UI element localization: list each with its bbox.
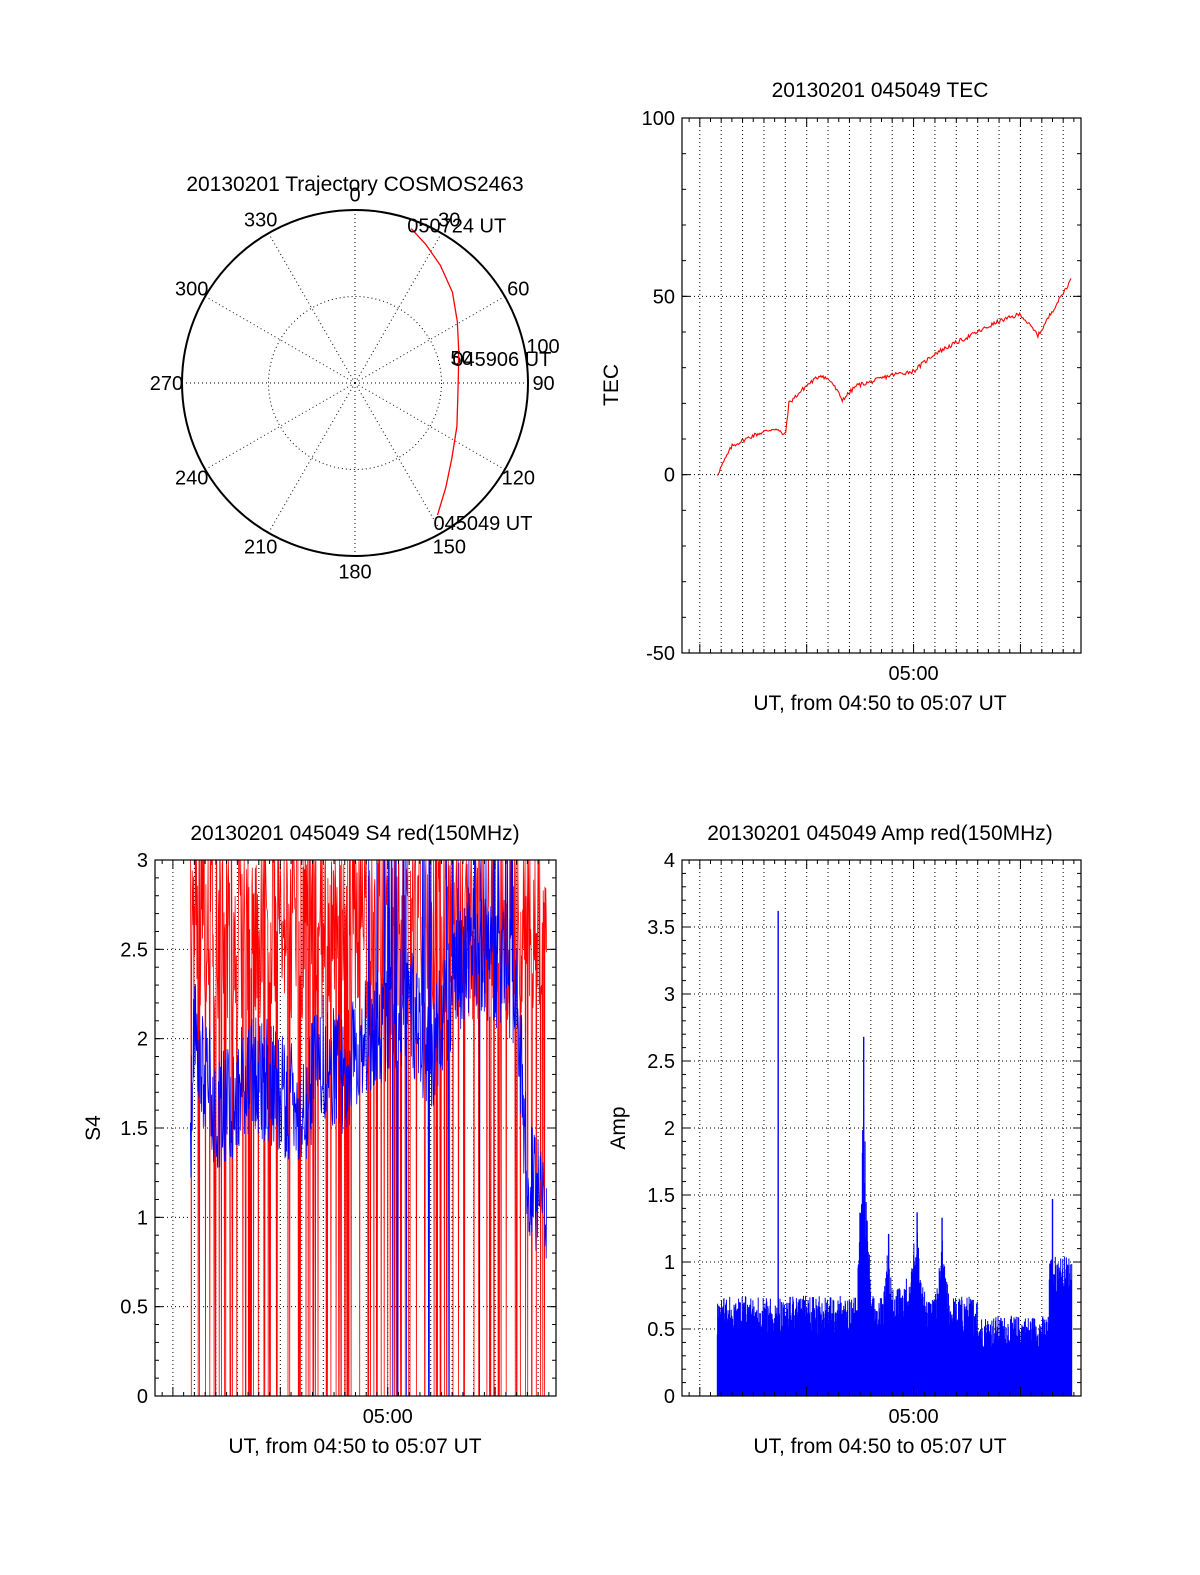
tec-chart: 20130201 045049 TEC -50 0 50 100 05:00 TEC U… — [600, 79, 1082, 715]
y-tick-label: 1 — [137, 1207, 148, 1229]
y-tick-label: 0.5 — [120, 1297, 148, 1319]
azimuth-label: 210 — [244, 536, 277, 558]
amp-axes: 0 0.5 1 1.5 2 2.5 3 3.5 4 05:00 — [647, 850, 1082, 1428]
polar-labels: 0 30 60 90 120 150 180 210 240 270 300 330 50 100 — [150, 184, 560, 583]
s4-red-series — [190, 859, 547, 1397]
azimuth-label: 300 — [175, 279, 208, 301]
tec-series — [716, 278, 1072, 476]
azimuth-label: 240 — [175, 467, 208, 489]
y-tick-label: 3 — [664, 984, 675, 1006]
y-tick-label: 4 — [664, 850, 675, 872]
azimuth-label: 0 — [349, 184, 360, 206]
polar-spoke — [268, 232, 356, 384]
tec-xlabel: UT, from 04:50 to 05:07 UT — [753, 692, 1006, 715]
azimuth-label: 270 — [150, 373, 183, 395]
azimuth-label: 60 — [507, 279, 529, 301]
radial-label: 50 — [450, 348, 472, 370]
y-tick-label: 0 — [137, 1386, 148, 1408]
plot-frame — [154, 859, 557, 1397]
tec-ylabel: TEC — [600, 364, 623, 406]
polar-spoke — [354, 382, 506, 470]
tec-title: 20130201 045049 TEC — [772, 79, 989, 102]
s4-chart: 20130201 045049 S4 red(150MHz) 0 0.5 1 1.5 2… — [82, 822, 557, 1458]
y-tick-label: 3.5 — [647, 917, 675, 939]
s4-ylabel: S4 — [82, 1115, 105, 1141]
polar-grid — [181, 209, 529, 557]
y-tick-label: 1 — [664, 1252, 675, 1274]
y-tick-label: 2 — [137, 1029, 148, 1051]
plot-frame — [681, 859, 1082, 1397]
trajectory-mid-label: 045906 UT — [452, 349, 551, 371]
polar-trajectory: 045049 UT 045906 UT 050724 UT — [407, 216, 551, 535]
amp-series — [716, 910, 1073, 1396]
y-tick-label: 3 — [137, 850, 148, 872]
trajectory-title: 20130201 Trajectory COSMOS2463 — [186, 173, 523, 196]
s4-blue-series — [190, 859, 547, 1397]
azimuth-label: 150 — [433, 536, 466, 558]
azimuth-label: 180 — [338, 562, 371, 584]
azimuth-label: 30 — [438, 210, 460, 232]
x-tick-label: 05:00 — [889, 663, 939, 685]
tec-axes: -50 0 50 100 05:00 — [642, 108, 1082, 685]
azimuth-label: 330 — [244, 210, 277, 232]
y-tick-label: 2.5 — [120, 939, 148, 961]
y-tick-label: 2 — [664, 1118, 675, 1140]
amp-ylabel: Amp — [607, 1106, 630, 1149]
y-tick-label: 0 — [664, 465, 675, 487]
y-tick-label: 100 — [642, 108, 675, 130]
tec-grid — [682, 118, 1081, 653]
s4-xlabel: UT, from 04:50 to 05:07 UT — [228, 1435, 481, 1458]
amp-bars — [716, 1106, 1073, 1396]
trajectory-start-label: 045049 UT — [434, 513, 533, 535]
radial-label: 100 — [526, 336, 559, 358]
y-tick-label: 2.5 — [647, 1051, 675, 1073]
trajectory-polar-chart: 20130201 Trajectory COSMOS2463 0 30 60 90 12… — [150, 173, 560, 584]
amp-chart: 20130201 045049 Amp red(150MHz) 0 0.5 1 1.5… — [607, 822, 1082, 1458]
trajectory-line — [410, 228, 460, 516]
polar-spoke — [204, 296, 356, 384]
y-tick-label: -50 — [646, 643, 675, 665]
x-tick-label: 05:00 — [889, 1406, 939, 1428]
x-tick-label: 05:00 — [363, 1406, 413, 1428]
y-tick-label: 1.5 — [120, 1118, 148, 1140]
y-tick-label: 1.5 — [647, 1185, 675, 1207]
s4-series — [190, 859, 547, 1397]
polar-spoke — [354, 232, 442, 384]
trajectory-end-label: 050724 UT — [407, 216, 506, 238]
polar-inner-ring — [268, 296, 442, 470]
y-tick-label: 0.5 — [647, 1319, 675, 1341]
y-tick-label: 50 — [653, 286, 675, 308]
polar-spoke — [354, 296, 506, 384]
s4-axes: 0 0.5 1 1.5 2 2.5 3 05:00 — [120, 850, 557, 1428]
amp-title: 20130201 045049 Amp red(150MHz) — [707, 822, 1053, 845]
azimuth-label: 90 — [532, 373, 554, 395]
polar-spoke — [268, 382, 356, 534]
azimuth-label: 120 — [502, 467, 535, 489]
polar-spoke — [354, 382, 442, 534]
tec-line — [716, 278, 1072, 476]
y-tick-label: 0 — [664, 1386, 675, 1408]
amp-xlabel: UT, from 04:50 to 05:07 UT — [753, 1435, 1006, 1458]
s4-title: 20130201 045049 S4 red(150MHz) — [190, 822, 519, 845]
plot-frame — [681, 117, 1082, 654]
polar-spoke — [204, 382, 356, 470]
